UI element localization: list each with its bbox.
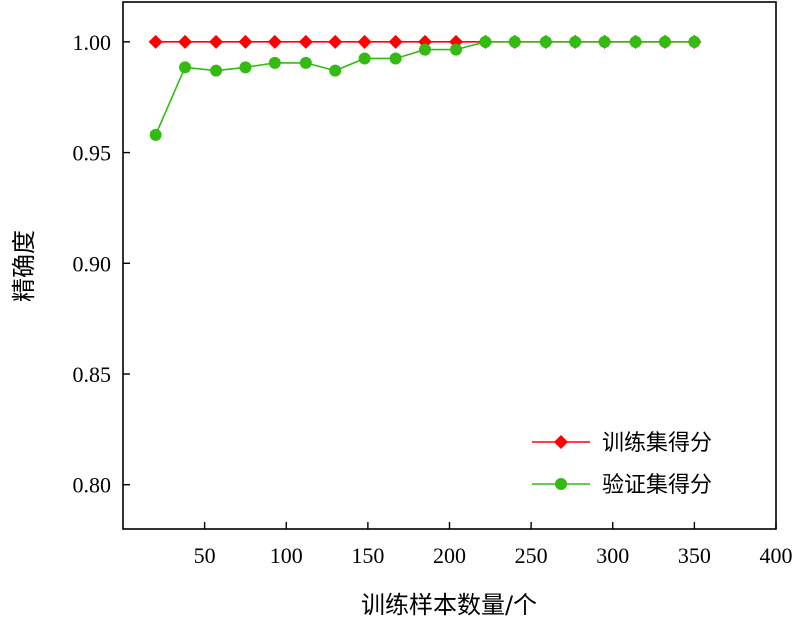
data-point	[508, 35, 521, 48]
y-axis-title: 精确度	[10, 230, 38, 302]
legend-entry: 训练集得分	[532, 431, 712, 456]
y-tick-label: 0.95	[73, 141, 112, 166]
legend-label: 训练集得分	[602, 431, 712, 456]
y-tick-label: 0.90	[73, 251, 112, 276]
legend-swatch-marker	[555, 478, 567, 490]
data-point	[450, 43, 463, 56]
data-point	[239, 61, 252, 74]
data-point	[179, 61, 192, 74]
data-point	[298, 34, 313, 49]
y-tick-label: 0.85	[73, 362, 112, 387]
data-point	[238, 34, 253, 49]
data-point	[388, 34, 403, 49]
data-point	[419, 43, 432, 56]
data-point	[658, 35, 671, 48]
legend-entry: 验证集得分	[532, 473, 712, 498]
data-point	[149, 128, 162, 141]
data-point	[629, 35, 642, 48]
legend-swatch-marker	[554, 435, 568, 449]
data-point	[178, 34, 193, 49]
x-tick-label: 400	[760, 543, 793, 568]
x-tick-label: 150	[351, 543, 384, 568]
x-tick-label: 200	[433, 543, 466, 568]
data-point	[539, 35, 552, 48]
data-point	[148, 34, 163, 49]
data-point	[329, 64, 342, 77]
data-point	[328, 34, 343, 49]
y-tick-label: 0.80	[73, 473, 112, 498]
data-point	[209, 34, 224, 49]
data-point	[268, 56, 281, 69]
x-tick-label: 350	[678, 543, 711, 568]
series-2	[149, 35, 701, 141]
data-point	[357, 34, 372, 49]
y-axis-ticks: 0.80 0.85 0.90 0.95 1.00	[73, 30, 130, 498]
x-tick-label: 100	[270, 543, 303, 568]
data-point	[210, 64, 223, 77]
x-axis-ticks: 50 100 150 200 250 300 350 400	[194, 522, 793, 568]
data-point	[598, 35, 611, 48]
legend-label: 验证集得分	[602, 473, 712, 498]
x-tick-label: 300	[596, 543, 629, 568]
data-point	[688, 35, 701, 48]
data-point	[358, 52, 371, 65]
series-line	[154, 41, 695, 136]
data-point	[267, 34, 282, 49]
data-point	[299, 56, 312, 69]
data-point	[479, 35, 492, 48]
x-axis-title: 训练样本数量/个	[361, 591, 537, 619]
series-layer	[148, 34, 702, 141]
x-tick-label: 50	[194, 543, 216, 568]
y-tick-label: 1.00	[73, 30, 112, 55]
data-point	[389, 52, 402, 65]
data-point	[569, 35, 582, 48]
x-tick-label: 250	[515, 543, 548, 568]
